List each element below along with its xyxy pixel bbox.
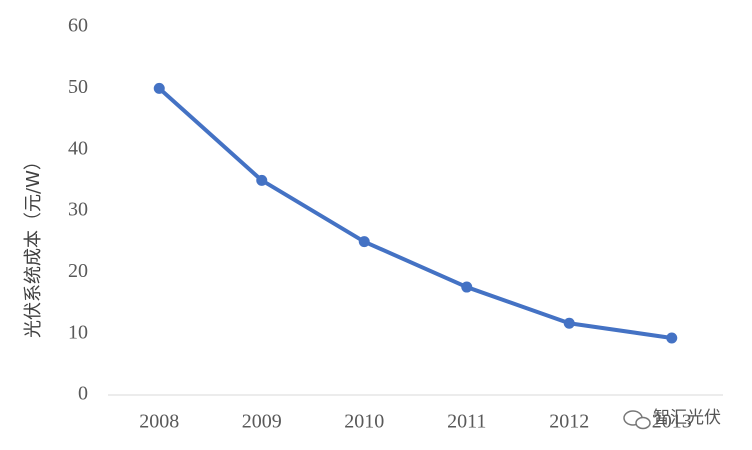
y-tick-label: 60	[68, 15, 88, 37]
line	[157, 86, 673, 340]
x-tick-label: 2009	[242, 411, 282, 433]
x-tick-label: 2010	[344, 411, 384, 433]
x-tick-label: 2013	[652, 411, 692, 433]
watermark: 智汇光伏	[653, 408, 721, 428]
y-axis-label: 光伏系统成本（元/W）	[23, 152, 44, 338]
y-tick-label: 30	[68, 199, 88, 221]
marker	[461, 281, 473, 293]
x-tick-label: 2008	[139, 411, 179, 433]
marker	[153, 82, 165, 94]
y-tick-label: 10	[68, 321, 88, 343]
marker	[358, 236, 370, 248]
x-tick-label: 2012	[549, 411, 589, 433]
marker	[256, 174, 268, 186]
watermark-icon	[623, 410, 651, 430]
y-tick-label: 20	[68, 260, 88, 282]
y-tick-label: 0	[78, 383, 88, 405]
y-tick-label: 50	[68, 76, 88, 98]
marker	[666, 332, 678, 344]
x-tick-label: 2011	[447, 411, 486, 433]
marker	[563, 317, 575, 329]
y-tick-label: 40	[68, 137, 88, 159]
